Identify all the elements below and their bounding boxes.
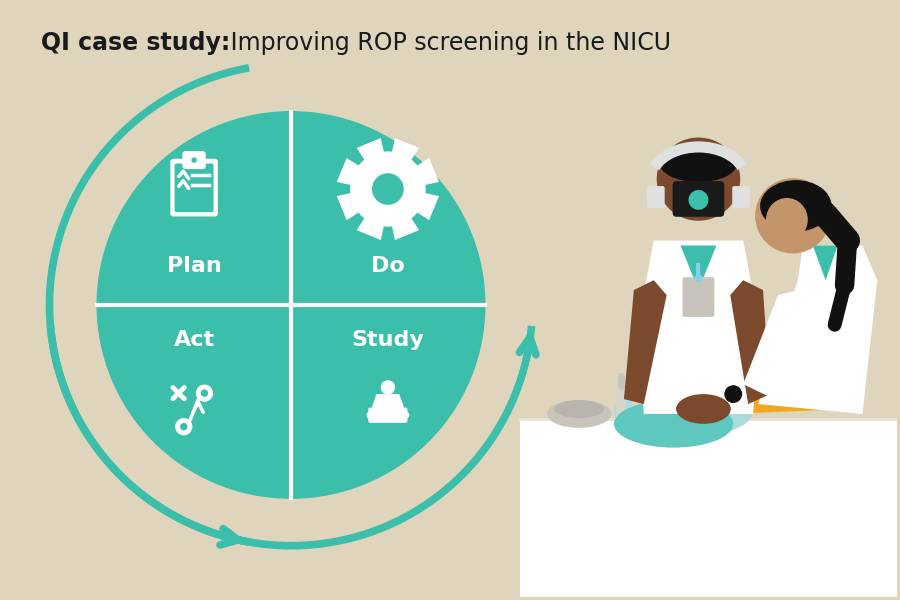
Text: Do: Do — [371, 256, 405, 277]
Text: QI case study:: QI case study: — [40, 31, 230, 55]
Polygon shape — [373, 394, 403, 410]
Circle shape — [755, 178, 831, 253]
Circle shape — [97, 112, 485, 498]
Text: Plan: Plan — [166, 256, 221, 277]
Text: Act: Act — [174, 330, 215, 350]
Text: Study: Study — [351, 330, 424, 350]
FancyBboxPatch shape — [175, 164, 213, 212]
Ellipse shape — [614, 400, 734, 448]
FancyBboxPatch shape — [682, 277, 715, 317]
Ellipse shape — [676, 394, 731, 424]
FancyBboxPatch shape — [183, 151, 206, 169]
Polygon shape — [337, 138, 439, 240]
Ellipse shape — [760, 180, 832, 232]
Ellipse shape — [766, 198, 808, 242]
Polygon shape — [813, 245, 838, 280]
Circle shape — [192, 157, 197, 163]
Text: Improving ROP screening in the NICU: Improving ROP screening in the NICU — [223, 31, 671, 55]
Polygon shape — [728, 370, 848, 414]
FancyBboxPatch shape — [387, 407, 408, 423]
FancyBboxPatch shape — [647, 186, 665, 208]
Circle shape — [372, 173, 404, 205]
FancyBboxPatch shape — [672, 181, 724, 217]
Polygon shape — [743, 290, 813, 397]
Circle shape — [381, 380, 395, 395]
Circle shape — [657, 137, 740, 221]
Circle shape — [401, 412, 410, 419]
Polygon shape — [637, 241, 760, 414]
Polygon shape — [680, 245, 716, 290]
Circle shape — [695, 274, 702, 282]
FancyBboxPatch shape — [170, 159, 218, 217]
Circle shape — [724, 385, 742, 403]
Ellipse shape — [614, 384, 753, 438]
Polygon shape — [730, 280, 770, 404]
Circle shape — [366, 412, 374, 419]
Polygon shape — [624, 280, 667, 404]
Ellipse shape — [660, 145, 737, 182]
Ellipse shape — [547, 400, 611, 428]
Polygon shape — [519, 419, 897, 597]
FancyBboxPatch shape — [368, 407, 389, 423]
Ellipse shape — [554, 400, 604, 418]
FancyBboxPatch shape — [733, 186, 750, 208]
Polygon shape — [758, 245, 878, 414]
Circle shape — [688, 190, 708, 210]
